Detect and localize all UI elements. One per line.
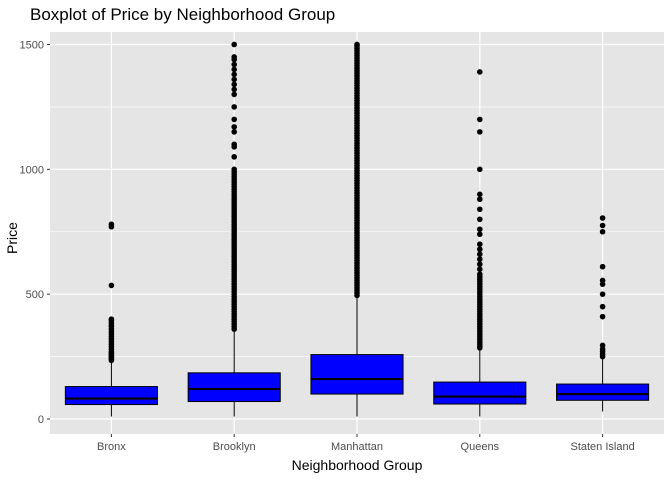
box-iqr [64, 386, 158, 406]
outlier-point [108, 221, 115, 228]
y-tick-label: 1000 [20, 164, 44, 176]
box-group [310, 41, 404, 417]
outlier-point [231, 86, 237, 93]
outlier-point [477, 216, 483, 223]
outlier-point [231, 116, 237, 123]
outlier-point [231, 154, 237, 160]
outlier-point [231, 54, 237, 60]
outlier-point [231, 41, 237, 48]
outlier-point [477, 69, 483, 75]
outlier-point [231, 91, 237, 98]
outlier-point [599, 263, 606, 270]
x-axis-title: Neighborhood Group [292, 457, 423, 473]
outlier-point [231, 71, 237, 78]
box-group [187, 41, 281, 417]
outlier-point [477, 266, 483, 273]
outlier-point [477, 129, 483, 135]
outlier-point [477, 166, 483, 173]
outlier-point [231, 81, 237, 88]
box-group [433, 69, 527, 417]
y-tick-label: 0 [38, 414, 44, 426]
outlier-point [477, 206, 483, 213]
y-tick-label: 500 [26, 289, 44, 301]
x-tick-label: Bronx [97, 441, 126, 453]
outlier-point [599, 342, 606, 349]
outlier-point [477, 116, 483, 123]
x-tick-label: Brooklyn [213, 441, 256, 453]
x-tick-label: Manhattan [331, 441, 383, 453]
x-tick-label: Queens [461, 441, 500, 453]
outlier-point [477, 261, 483, 268]
outlier-point [477, 251, 483, 258]
outlier-point [477, 241, 483, 248]
outlier-point [599, 277, 606, 284]
outlier-point [231, 166, 237, 173]
box-iqr [310, 354, 404, 395]
outlier-point [477, 226, 483, 233]
outlier-point [354, 41, 360, 48]
chart-title: Boxplot of Price by Neighborhood Group [30, 5, 335, 24]
outlier-point [477, 196, 483, 203]
outlier-point [599, 222, 606, 229]
box-iqr [187, 372, 281, 403]
outlier-point [231, 124, 237, 130]
box-group [64, 221, 158, 417]
outlier-point [231, 141, 237, 148]
outlier-point [477, 191, 483, 198]
box-group [556, 215, 650, 412]
outlier-point [231, 129, 237, 135]
outlier-point [599, 215, 606, 221]
box-iqr [433, 381, 527, 405]
outlier-point [231, 76, 237, 83]
outlier-point [477, 231, 483, 238]
x-tick-label: Staten Island [570, 441, 634, 453]
outlier-point [477, 256, 483, 263]
plot-panel: 0 500 1000 1500 Bronx Brooklyn Manhattan Queens… [20, 32, 664, 453]
outlier-point [231, 61, 237, 68]
outlier-point [599, 303, 606, 310]
outlier-point [231, 104, 237, 110]
outlier-point [599, 291, 606, 297]
outlier-point [599, 313, 606, 320]
y-axis-title: Price [4, 222, 20, 254]
outlier-point [599, 228, 606, 235]
outlier-point [108, 282, 115, 289]
outlier-point [231, 66, 237, 73]
y-tick-label: 1500 [20, 39, 44, 51]
outlier-point [477, 246, 483, 253]
outlier-point [477, 271, 483, 277]
outlier-point [108, 316, 115, 322]
box-iqr [556, 383, 650, 401]
